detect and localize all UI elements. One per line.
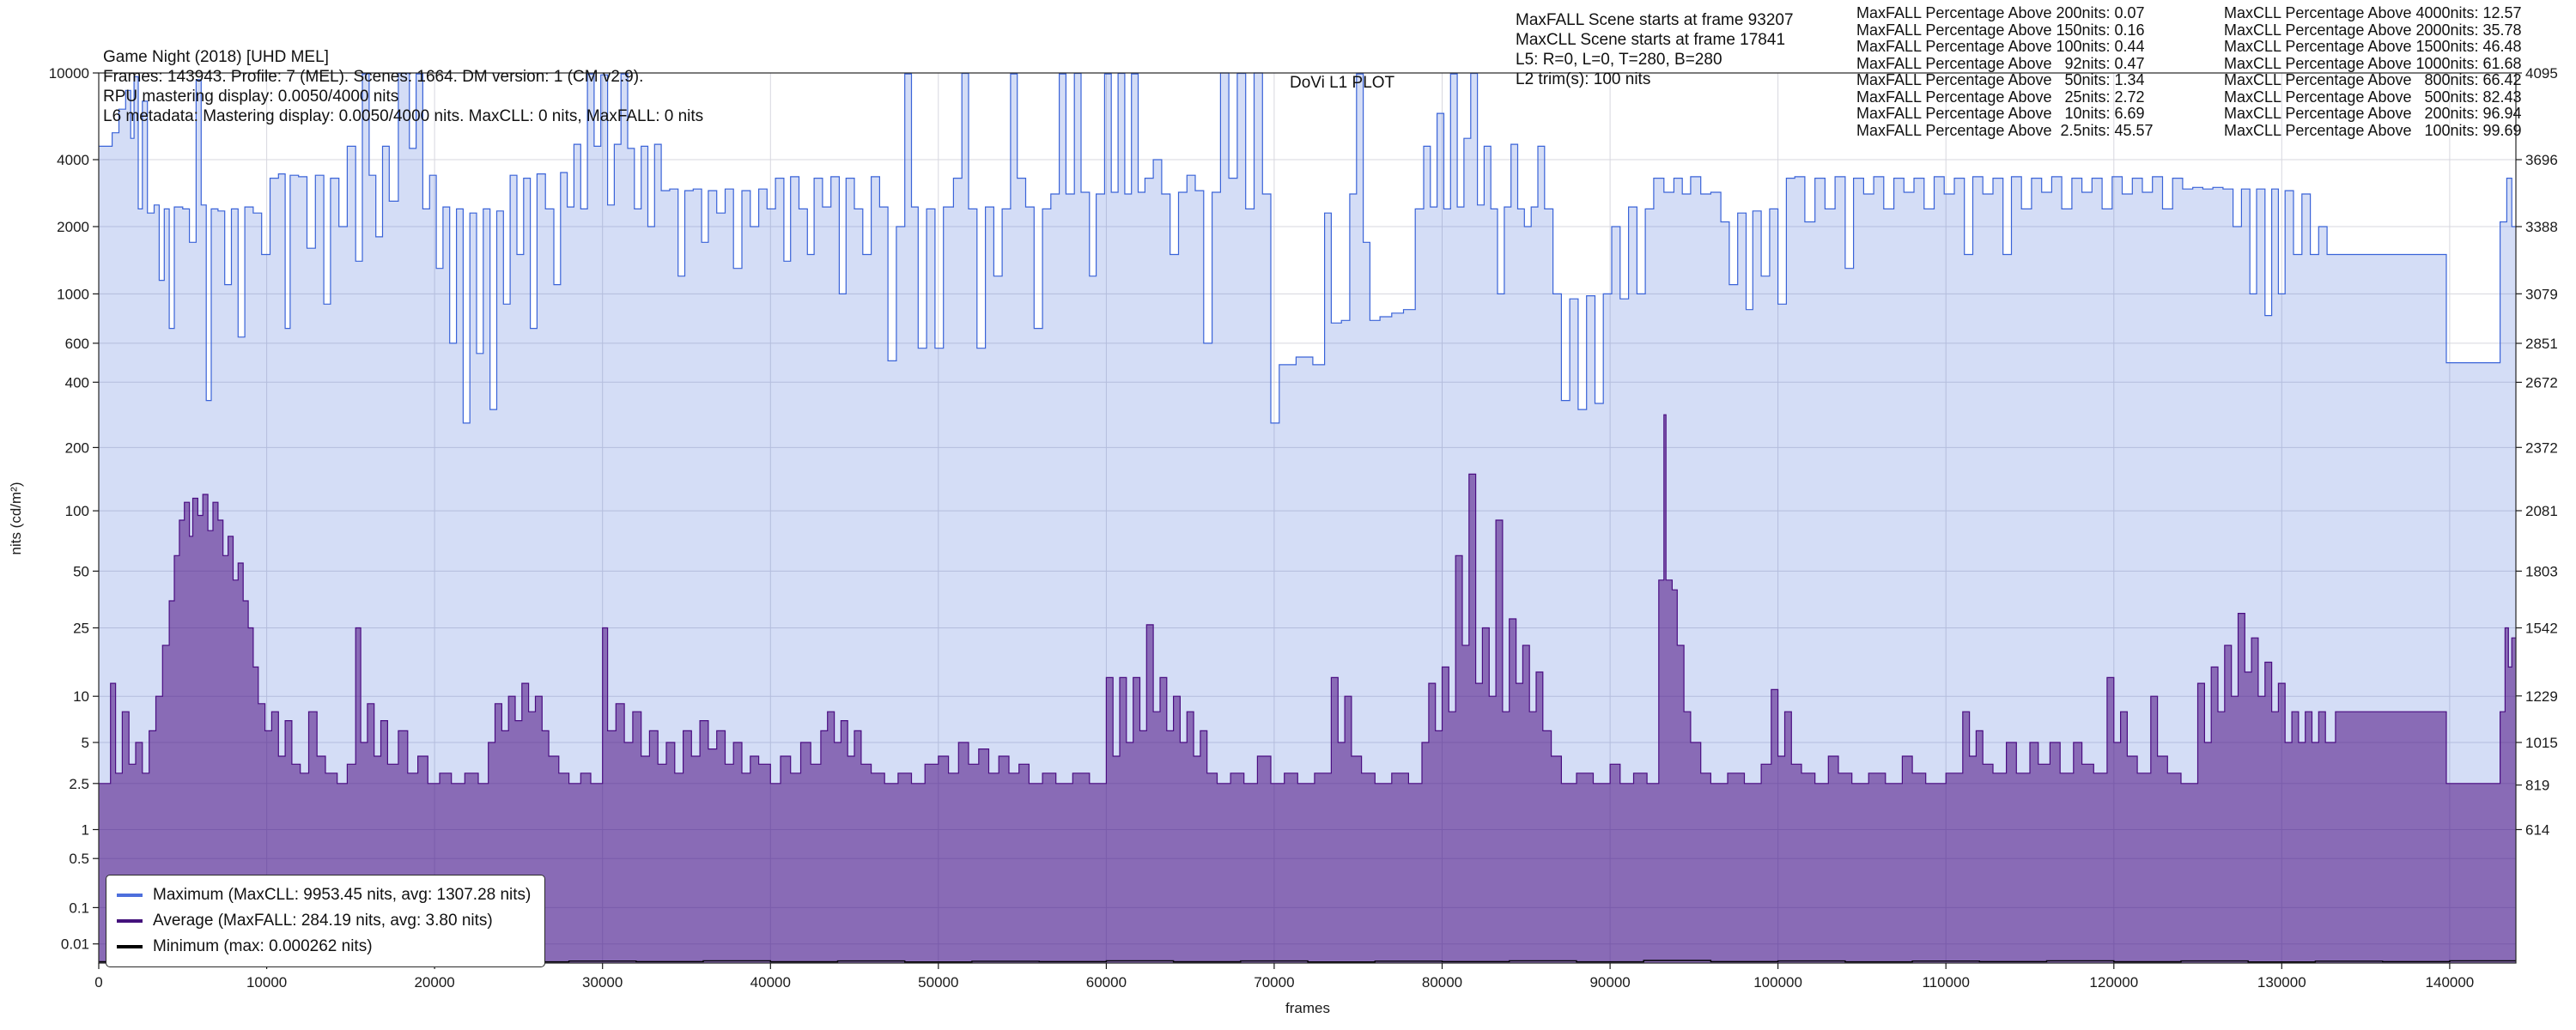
y-axis-tick-left: 2000 bbox=[57, 219, 89, 235]
y-axis-tick-right: 819 bbox=[2525, 778, 2549, 794]
maxfall-row: MaxFALL Percentage Above 2.5nits: 45.57 bbox=[1856, 121, 2154, 139]
maxfall-row: MaxFALL Percentage Above 10nits: 6.69 bbox=[1856, 105, 2145, 122]
y-axis-tick-left: 10000 bbox=[49, 65, 89, 82]
x-axis-tick: 130000 bbox=[2257, 974, 2306, 991]
x-axis-tick: 0 bbox=[94, 974, 102, 991]
y-axis-tick-left: 2.5 bbox=[69, 776, 89, 792]
maxcll-row: MaxCLL Percentage Above 2000nits: 35.78 bbox=[2224, 21, 2522, 39]
x-axis-tick: 60000 bbox=[1086, 974, 1127, 991]
maxcll-scene-start: MaxCLL Scene starts at frame 17841 bbox=[1516, 31, 1786, 49]
y-axis-tick-left: 50 bbox=[73, 563, 89, 579]
y-axis-tick-right: 3079 bbox=[2525, 286, 2558, 302]
y-axis-tick-right: 614 bbox=[2525, 821, 2549, 838]
title-block: Game Night (2018) [UHD MEL] Frames: 1439… bbox=[103, 47, 703, 126]
legend-label-average: Average (MaxFALL: 284.19 nits, avg: 3.80… bbox=[153, 912, 493, 930]
x-axis-tick: 140000 bbox=[2426, 974, 2475, 991]
plot-title: DoVi L1 PLOT bbox=[1290, 74, 1395, 92]
maxcll-percentage-table: MaxCLL Percentage Above 4000nits: 12.57 … bbox=[2224, 4, 2522, 139]
y-axis-tick-left: 0.5 bbox=[69, 851, 89, 867]
scene-info-block: MaxFALL Scene starts at frame 93207 MaxC… bbox=[1516, 10, 1794, 89]
legend-label-maximum: Maximum (MaxCLL: 9953.45 nits, avg: 1307… bbox=[153, 886, 532, 904]
y-axis-tick-left: 400 bbox=[65, 374, 89, 391]
l6-metadata-info: L6 metadata: Mastering display: 0.0050/4… bbox=[103, 107, 704, 125]
x-axis-tick: 30000 bbox=[582, 974, 623, 991]
y-axis-tick-left: 0.01 bbox=[61, 936, 89, 953]
y-axis-tick-right: 2081 bbox=[2525, 503, 2558, 519]
maxcll-row: MaxCLL Percentage Above 1000nits: 61.68 bbox=[2224, 54, 2522, 72]
y-axis-tick-left: 0.1 bbox=[69, 900, 89, 916]
y-axis-tick-left: 600 bbox=[65, 336, 89, 352]
x-axis-tick: 20000 bbox=[414, 974, 454, 991]
y-axis-tick-right: 1015 bbox=[2525, 735, 2558, 751]
y-axis-tick-right: 2672 bbox=[2525, 374, 2558, 391]
y-axis-tick-left: 5 bbox=[82, 735, 89, 751]
y-axis-label: nits (cd/m²) bbox=[8, 482, 24, 555]
maxfall-scene-start: MaxFALL Scene starts at frame 93207 bbox=[1516, 11, 1794, 29]
x-axis-tick: 70000 bbox=[1254, 974, 1294, 991]
minimum-line-swatch-icon bbox=[117, 945, 143, 948]
maxfall-percentage-table: MaxFALL Percentage Above 200nits: 0.07 M… bbox=[1856, 4, 2154, 139]
maxcll-row: MaxCLL Percentage Above 200nits: 96.94 bbox=[2224, 105, 2522, 122]
y-axis-tick-left: 4000 bbox=[57, 152, 89, 168]
y-axis-tick-right: 3388 bbox=[2525, 219, 2558, 235]
l2-trims: L2 trim(s): 100 nits bbox=[1516, 70, 1651, 88]
y-axis-tick-left: 10 bbox=[73, 688, 89, 705]
x-axis-label: frames bbox=[1285, 1000, 1330, 1016]
x-axis-tick: 10000 bbox=[246, 974, 287, 991]
maxfall-row: MaxFALL Percentage Above 50nits: 1.34 bbox=[1856, 71, 2145, 88]
y-axis-tick-left: 100 bbox=[65, 503, 89, 519]
maxfall-row: MaxFALL Percentage Above 92nits: 0.47 bbox=[1856, 54, 2145, 72]
axes: 1000040002000100060040020010050251052.51… bbox=[8, 65, 2558, 1016]
x-axis-tick: 90000 bbox=[1589, 974, 1630, 991]
legend-item-minimum: Minimum (max: 0.000262 nits) bbox=[117, 934, 531, 960]
maxfall-row: MaxFALL Percentage Above 25nits: 2.72 bbox=[1856, 88, 2145, 106]
x-axis-tick: 80000 bbox=[1422, 974, 1462, 991]
maxfall-row: MaxFALL Percentage Above 200nits: 0.07 bbox=[1856, 4, 2145, 21]
legend-label-minimum: Minimum (max: 0.000262 nits) bbox=[153, 937, 373, 955]
legend-item-maximum: Maximum (MaxCLL: 9953.45 nits, avg: 1307… bbox=[117, 882, 531, 908]
maxcll-row: MaxCLL Percentage Above 4000nits: 12.57 bbox=[2224, 4, 2522, 21]
x-axis-tick: 120000 bbox=[2089, 974, 2138, 991]
y-axis-tick-right: 1542 bbox=[2525, 620, 2558, 636]
legend: Maximum (MaxCLL: 9953.45 nits, avg: 1307… bbox=[106, 875, 546, 967]
y-axis-tick-left: 25 bbox=[73, 620, 89, 636]
legend-item-average: Average (MaxFALL: 284.19 nits, avg: 3.80… bbox=[117, 908, 531, 934]
x-axis-tick: 100000 bbox=[1753, 974, 1802, 991]
maxcll-row: MaxCLL Percentage Above 800nits: 66.42 bbox=[2224, 71, 2522, 88]
frames-profile-info: Frames: 143943. Profile: 7 (MEL). Scenes… bbox=[103, 68, 644, 86]
rpu-mastering-info: RPU mastering display: 0.0050/4000 nits bbox=[103, 88, 399, 106]
y-axis-tick-left: 1000 bbox=[57, 286, 89, 302]
maxcll-row: MaxCLL Percentage Above 1500nits: 46.48 bbox=[2224, 38, 2522, 55]
y-axis-tick-right: 1229 bbox=[2525, 688, 2558, 705]
x-axis-tick: 40000 bbox=[750, 974, 791, 991]
y-axis-tick-left: 1 bbox=[82, 821, 89, 838]
x-axis-tick: 50000 bbox=[918, 974, 958, 991]
y-axis-tick-left: 200 bbox=[65, 439, 89, 456]
maxfall-row: MaxFALL Percentage Above 100nits: 0.44 bbox=[1856, 38, 2145, 55]
y-axis-tick-right: 1803 bbox=[2525, 563, 2558, 579]
y-axis-tick-right: 2851 bbox=[2525, 336, 2558, 352]
movie-title: Game Night (2018) [UHD MEL] bbox=[103, 48, 329, 66]
maxcll-row: MaxCLL Percentage Above 500nits: 82.43 bbox=[2224, 88, 2522, 106]
average-series bbox=[99, 414, 2516, 963]
average-line-swatch-icon bbox=[117, 919, 143, 923]
maxcll-row: MaxCLL Percentage Above 100nits: 99.69 bbox=[2224, 121, 2522, 139]
maxfall-row: MaxFALL Percentage Above 150nits: 0.16 bbox=[1856, 21, 2145, 39]
l5-offsets: L5: R=0, L=0, T=280, B=280 bbox=[1516, 51, 1722, 69]
maximum-line-swatch-icon bbox=[117, 894, 143, 897]
y-axis-tick-right: 2372 bbox=[2525, 439, 2558, 456]
x-axis-tick: 110000 bbox=[1922, 974, 1969, 991]
y-axis-tick-right: 3696 bbox=[2525, 152, 2558, 168]
y-axis-tick-right: 4095 bbox=[2525, 65, 2558, 82]
